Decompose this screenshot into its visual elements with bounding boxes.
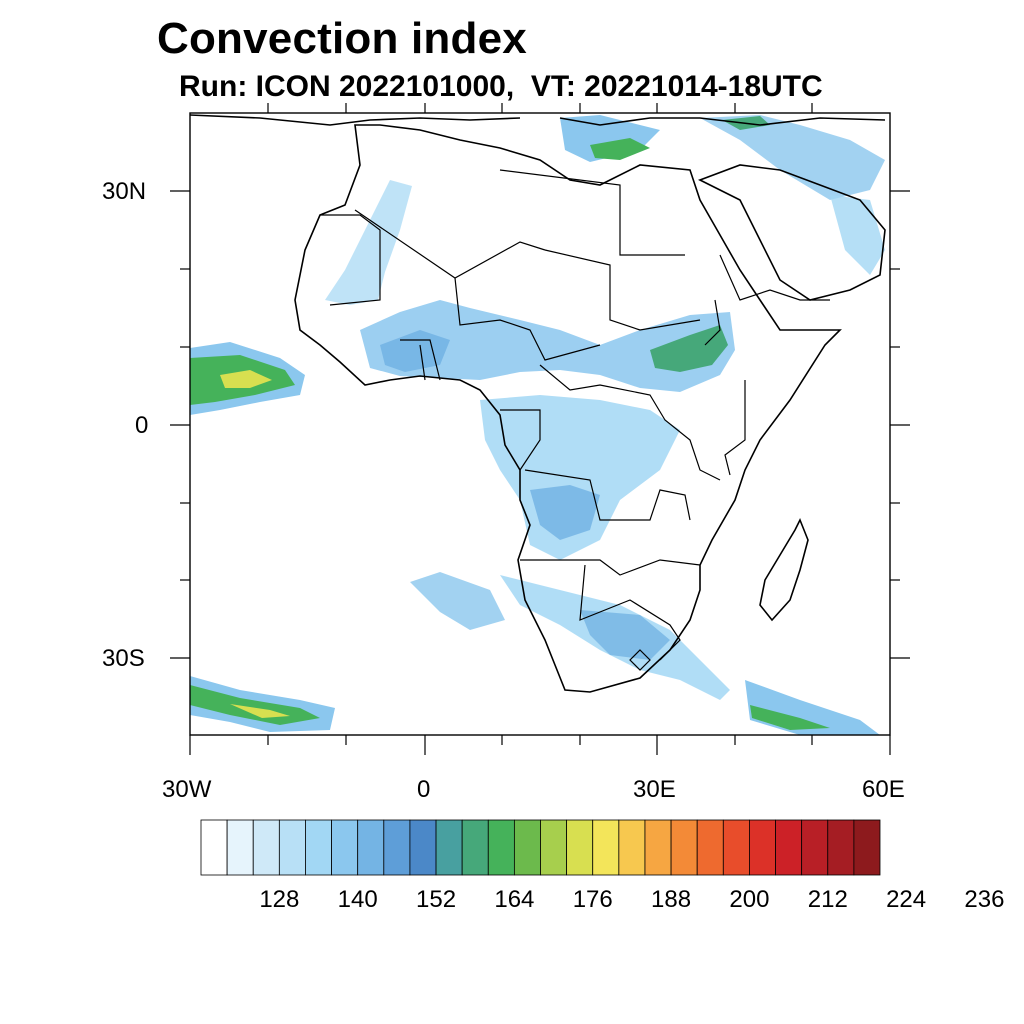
country-border	[354, 209, 546, 279]
country-border	[704, 299, 721, 346]
country-border	[629, 649, 651, 671]
lon-label-60e: 60E	[862, 776, 905, 803]
country-border	[579, 564, 681, 661]
convection-area	[590, 138, 650, 160]
lat-label-30n: 30N	[102, 178, 147, 205]
colorbar-tick-label: 176	[572, 886, 613, 913]
lon-label-30e: 30E	[633, 776, 676, 803]
colorbar-swatch	[618, 819, 646, 876]
country-border	[320, 214, 381, 306]
colorbar-swatch	[749, 819, 776, 876]
colorbar-tick-label: 188	[651, 886, 692, 913]
convection-area	[580, 610, 670, 660]
convection-area	[530, 485, 600, 540]
colorbar-swatch	[305, 819, 332, 876]
colorbar-tick-label: 224	[886, 886, 927, 913]
colorbar-tick-label: 164	[494, 886, 535, 913]
colorbar	[200, 819, 881, 876]
colorbar-swatch	[487, 819, 515, 876]
country-border	[539, 364, 721, 481]
colorbar-swatch	[252, 819, 280, 876]
colorbar-swatch	[670, 819, 698, 876]
country-border	[524, 469, 691, 521]
colorbar-swatch	[278, 819, 306, 876]
lat-label-30s: 30S	[102, 645, 145, 672]
lon-label-0: 0	[417, 776, 431, 803]
convection-area	[700, 115, 885, 200]
colorbar-swatch	[592, 819, 620, 876]
convection-area	[220, 370, 272, 388]
colorbar-tick-label: 140	[337, 886, 378, 913]
convection-fill-layer	[190, 115, 885, 735]
colorbar-tick-label: 152	[416, 886, 457, 913]
colorbar-swatch	[383, 819, 411, 876]
colorbar-swatch	[722, 819, 750, 876]
convection-area	[380, 330, 450, 372]
colorbar-swatch	[331, 819, 359, 876]
convection-area	[230, 704, 290, 718]
country-border	[454, 277, 601, 361]
convection-area	[830, 195, 885, 275]
arabia-coastline	[698, 164, 886, 301]
border-layer	[320, 169, 830, 671]
chart-subtitle: Run: ICON 2022101000, VT: 20221014-18UTC	[179, 70, 823, 103]
lat-label-0: 0	[135, 412, 149, 439]
colorbar-swatch	[696, 819, 724, 876]
colorbar-swatch	[513, 819, 541, 876]
colorbar-swatch	[801, 819, 829, 876]
colorbar-swatch	[853, 819, 881, 876]
country-border	[400, 339, 441, 381]
chart-title: Convection index	[157, 14, 527, 63]
convection-area	[750, 705, 830, 730]
convection-area	[325, 180, 412, 305]
country-border	[499, 169, 685, 256]
colorbar-tick-label: 200	[729, 886, 770, 913]
colorbar-tick-label: 212	[807, 886, 848, 913]
convection-area	[190, 685, 320, 725]
colorbar-swatch	[435, 819, 463, 876]
colorbar-swatch	[540, 819, 568, 876]
convection-area	[410, 572, 505, 630]
country-border	[724, 380, 746, 476]
colorbar-swatch	[827, 819, 855, 876]
convection-area	[360, 300, 735, 392]
colorbar-swatch	[461, 819, 489, 876]
colorbar-swatch	[566, 819, 594, 876]
country-border	[500, 409, 541, 471]
colorbar-labels: 128 140 152 164 176 188 200 212 224 236	[0, 886, 1024, 920]
colorbar-swatch	[357, 819, 385, 876]
tick-marks	[170, 103, 910, 755]
colorbar-swatch	[200, 819, 228, 876]
madagascar-coastline	[759, 518, 809, 622]
country-border	[719, 254, 830, 301]
colorbar-swatch	[409, 819, 437, 876]
colorbar-swatch	[226, 819, 254, 876]
colorbar-tick-label: 236	[964, 886, 1005, 913]
country-border	[520, 559, 701, 576]
convection-area	[650, 325, 728, 372]
map-frame-border	[189, 112, 891, 736]
lon-label-30w: 30W	[162, 776, 212, 803]
colorbar-tick-label: 128	[259, 886, 300, 913]
country-border	[544, 249, 701, 331]
colorbar-swatch	[644, 819, 672, 876]
colorbar-swatch	[775, 819, 803, 876]
europe-coastline	[190, 114, 886, 126]
convection-area	[480, 395, 680, 560]
